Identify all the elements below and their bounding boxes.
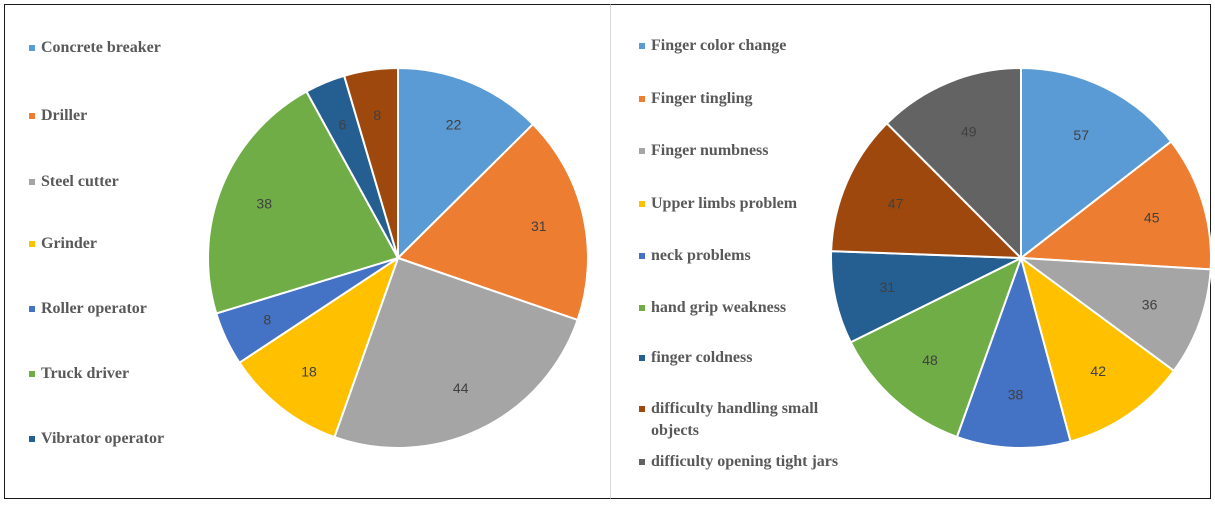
- legend-swatch: [29, 306, 35, 312]
- legend-item-steel-cutter: Steel cutter: [29, 171, 231, 193]
- legend-item-finger-numbness: Finger numbness: [639, 140, 841, 162]
- legend-label: Finger tingling: [651, 90, 753, 107]
- data-label-grinder: 18: [301, 364, 317, 380]
- legend-swatch: [639, 459, 645, 465]
- legend-swatch: [29, 371, 35, 377]
- pie-slice-difficulty-handling-small-objects: [830, 121, 1024, 260]
- legend-label: Steel cutter: [41, 173, 119, 190]
- legend-item-vibrator-operator: Vibrator operator: [29, 428, 231, 450]
- pie-slice-concrete-breaker: [397, 66, 535, 261]
- pie-slice-hand-grip-weakness: [849, 256, 1023, 439]
- data-label-driller: 31: [531, 218, 547, 234]
- data-label-finger-numbness: 36: [1142, 297, 1158, 313]
- legend-label: Upper limbs problem: [651, 195, 798, 212]
- legend-label: Roller operator: [41, 300, 147, 317]
- legend-swatch: [639, 43, 645, 49]
- data-label-unlabeled-7: 8: [373, 107, 381, 123]
- legend-item-finger-coldness: finger coldness: [639, 347, 841, 369]
- data-label-concrete-breaker: 22: [446, 117, 462, 133]
- data-label-vibrator-operator: 6: [339, 117, 347, 133]
- legend-item-finger-color-change: Finger color change: [639, 35, 841, 57]
- legend-swatch: [639, 406, 645, 412]
- legend-item-difficulty-handling-small-objects: difficulty handling small objects: [639, 398, 841, 442]
- data-label-hand-grip-weakness: 48: [922, 352, 938, 368]
- data-label-difficulty-handling-small-objects: 47: [888, 195, 904, 211]
- legend-label: Vibrator operator: [41, 430, 165, 447]
- legend-label: Finger numbness: [651, 142, 769, 159]
- legend-label: Grinder: [41, 235, 97, 252]
- legend-label: difficulty opening tight jars: [651, 453, 839, 470]
- legend-label: difficulty handling small objects: [651, 400, 819, 439]
- legend-item-upper-limbs-problem: Upper limbs problem: [639, 193, 841, 215]
- legend-item-truck-driver: Truck driver: [29, 363, 231, 385]
- data-label-roller-operator: 8: [263, 312, 271, 328]
- legend-item-difficulty-opening-tight-jars: difficulty opening tight jars: [639, 451, 841, 473]
- legend-swatch: [639, 355, 645, 361]
- pie-slice-upper-limbs-problem: [1019, 255, 1176, 443]
- pie-slice-finger-numbness: [1017, 256, 1212, 373]
- left-chart-panel: Concrete breaker Driller Steel cutter Grind…: [4, 4, 611, 499]
- data-label-truck-driver: 38: [256, 196, 272, 212]
- data-label-finger-color-change: 57: [1073, 127, 1089, 143]
- data-label-difficulty-opening-tight-jars: 49: [961, 124, 977, 140]
- pie-slice-driller: [396, 122, 589, 322]
- legend-item-driller: Driller: [29, 105, 231, 127]
- legend-item-concrete-breaker: Concrete breaker: [29, 37, 231, 59]
- pie-slice-steel-cutter: [333, 256, 579, 449]
- pie-slice-finger-color-change: [1020, 66, 1173, 261]
- legend-item-neck-problems: neck problems: [639, 245, 841, 267]
- legend-swatch: [639, 201, 645, 207]
- legend-label: Truck driver: [41, 365, 130, 382]
- legend-item-hand-grip-weakness: hand grip weakness: [639, 297, 841, 319]
- pie-slice-neck-problems: [955, 254, 1072, 449]
- data-label-neck-problems: 38: [1008, 387, 1024, 403]
- pie-slice-unlabeled-7: [342, 66, 399, 259]
- legend-label: Concrete breaker: [41, 39, 161, 56]
- pie-slice-difficulty-opening-tight-jars: [885, 66, 1022, 261]
- legend-swatch: [639, 305, 645, 311]
- legend-label: hand grip weakness: [651, 299, 787, 316]
- legend-swatch: [29, 45, 35, 51]
- data-label-upper-limbs-problem: 42: [1090, 363, 1106, 379]
- legend-swatch: [29, 436, 35, 442]
- data-label-finger-tingling: 45: [1144, 210, 1160, 226]
- data-label-finger-coldness: 31: [880, 279, 896, 295]
- pie-slice-truck-driver: [206, 90, 400, 315]
- legend-swatch: [29, 179, 35, 185]
- right-chart-panel: Finger color change Finger tingling Finger…: [611, 4, 1213, 499]
- legend-label: neck problems: [651, 247, 751, 264]
- pie-slice-finger-tingling: [1018, 140, 1213, 271]
- pie-slice-finger-coldness: [830, 250, 1022, 344]
- legend-label: Finger color change: [651, 37, 787, 54]
- right-pie-chart: 57 45 36 42 38 48 31 47 49: [830, 66, 1213, 449]
- pie-slice-grinder: [238, 255, 400, 439]
- legend-item-roller-operator: Roller operator: [29, 298, 231, 320]
- legend-item-finger-tingling: Finger tingling: [639, 88, 841, 110]
- legend-swatch: [639, 96, 645, 102]
- legend-item-grinder: Grinder: [29, 233, 231, 255]
- legend-label: finger coldness: [651, 349, 753, 366]
- legend-swatch: [29, 113, 35, 119]
- legend-swatch: [29, 241, 35, 247]
- legend-swatch: [639, 148, 645, 154]
- legend-swatch: [639, 253, 645, 259]
- legend-label: Driller: [41, 107, 88, 124]
- data-label-steel-cutter: 44: [453, 380, 469, 396]
